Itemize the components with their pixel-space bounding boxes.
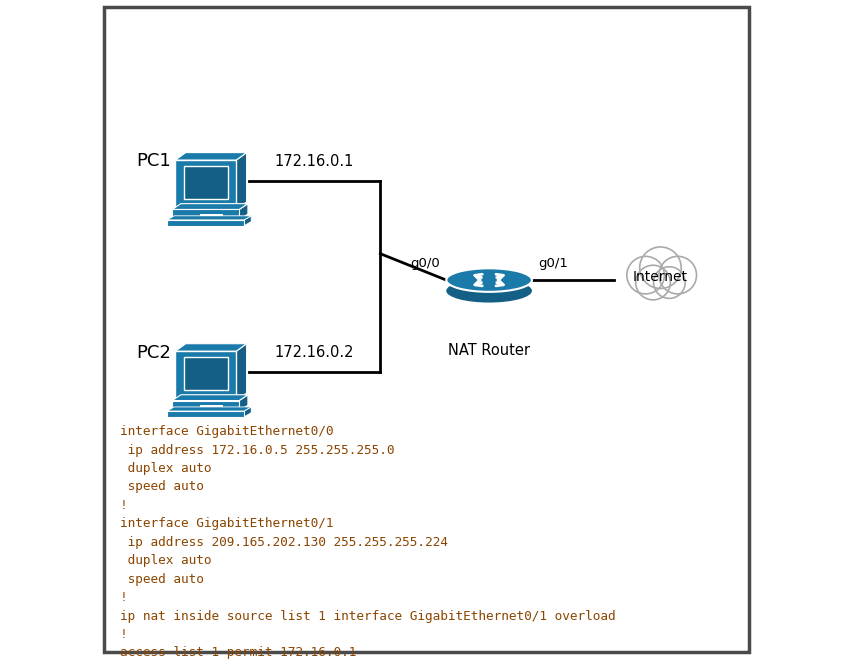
Ellipse shape <box>446 279 532 302</box>
FancyBboxPatch shape <box>175 351 236 401</box>
Text: duplex auto: duplex auto <box>120 462 211 475</box>
Polygon shape <box>167 407 250 411</box>
FancyBboxPatch shape <box>167 220 244 225</box>
Text: PC1: PC1 <box>136 152 171 171</box>
Text: Internet: Internet <box>632 270 688 284</box>
Text: 172.16.0.2: 172.16.0.2 <box>274 345 354 360</box>
FancyBboxPatch shape <box>183 357 227 390</box>
Text: NAT Router: NAT Router <box>447 343 529 358</box>
Polygon shape <box>175 344 246 351</box>
Text: ip nat inside source list 1 interface GigabitEthernet0/1 overload: ip nat inside source list 1 interface Gi… <box>120 610 615 623</box>
FancyBboxPatch shape <box>199 405 223 407</box>
FancyBboxPatch shape <box>199 214 223 216</box>
Text: g0/0: g0/0 <box>410 257 439 270</box>
Text: PC2: PC2 <box>136 343 171 362</box>
Text: speed auto: speed auto <box>120 573 204 586</box>
Text: ip address 172.16.0.5 255.255.255.0: ip address 172.16.0.5 255.255.255.0 <box>120 444 394 457</box>
Text: access-list 1 permit 172.16.0.1: access-list 1 permit 172.16.0.1 <box>120 646 356 659</box>
Text: interface GigabitEthernet0/0: interface GigabitEthernet0/0 <box>120 425 333 438</box>
Polygon shape <box>175 153 246 160</box>
Circle shape <box>659 256 696 294</box>
FancyBboxPatch shape <box>172 210 239 220</box>
Polygon shape <box>236 153 246 210</box>
FancyBboxPatch shape <box>172 401 239 411</box>
Text: duplex auto: duplex auto <box>120 554 211 567</box>
FancyBboxPatch shape <box>103 7 749 652</box>
Text: ip address 209.165.202.130 255.255.255.224: ip address 209.165.202.130 255.255.255.2… <box>120 536 447 549</box>
Text: speed auto: speed auto <box>120 480 204 494</box>
Text: !: ! <box>120 628 128 641</box>
Text: 172.16.0.1: 172.16.0.1 <box>274 154 354 169</box>
Polygon shape <box>236 344 246 401</box>
Text: g0/1: g0/1 <box>538 257 567 270</box>
Circle shape <box>639 247 681 289</box>
Polygon shape <box>172 395 248 401</box>
FancyBboxPatch shape <box>175 160 236 210</box>
Circle shape <box>626 256 664 294</box>
Ellipse shape <box>446 268 532 292</box>
FancyBboxPatch shape <box>183 165 227 199</box>
Circle shape <box>635 266 670 300</box>
Text: !: ! <box>120 499 128 512</box>
Polygon shape <box>167 215 250 220</box>
Polygon shape <box>244 215 250 225</box>
Polygon shape <box>244 407 250 416</box>
Circle shape <box>653 267 684 299</box>
Polygon shape <box>172 204 248 210</box>
Text: interface GigabitEthernet0/1: interface GigabitEthernet0/1 <box>120 517 333 530</box>
FancyBboxPatch shape <box>167 411 244 416</box>
Polygon shape <box>239 395 248 411</box>
Polygon shape <box>239 204 248 220</box>
Text: !: ! <box>120 591 128 604</box>
